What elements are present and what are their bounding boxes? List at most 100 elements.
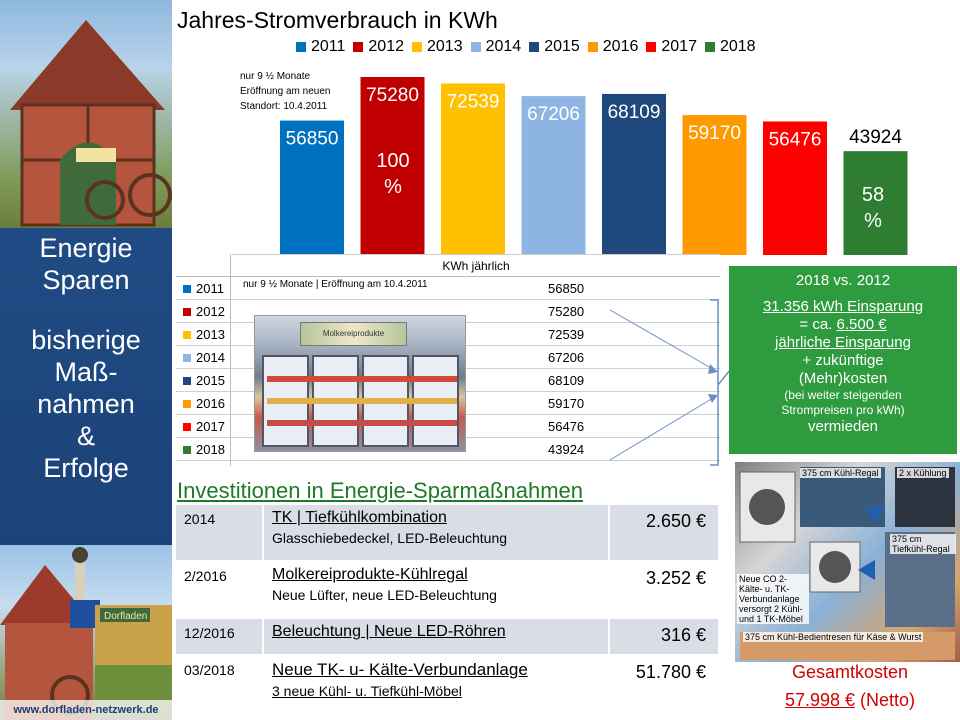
note-2011-line-2: Eröffnung am neuen <box>240 86 331 97</box>
bar-label-2014: 67206 <box>527 104 580 125</box>
table-row-swatch <box>183 377 191 385</box>
investment-title: TK | Tiefkühlkombination <box>272 509 447 526</box>
bar-2018 <box>843 151 908 255</box>
legend-swatch <box>529 42 540 52</box>
legend-label: 2012 <box>368 38 404 55</box>
investments-title: Investitionen in Energie-Sparmaßnahmen <box>177 478 584 503</box>
table-row-year: 2011 <box>196 281 224 296</box>
comparison-annual-savings: jährliche Einsparung <box>775 334 911 351</box>
table-row-value: 56850 <box>548 281 585 296</box>
table-row-year: 2017 <box>196 419 225 434</box>
bar-2015 <box>602 93 666 255</box>
pct-2018-sign: % <box>864 210 882 232</box>
legend-item-2014: 2014 <box>470 38 521 56</box>
fridge-shelves <box>262 355 459 447</box>
chart-title: Jahres-Stromverbrauch in KWh <box>177 7 498 33</box>
table-rule <box>176 276 720 277</box>
investment-cost: 2.650 € <box>645 511 706 531</box>
total-suffix: (Netto) <box>855 690 916 710</box>
legend-item-2017: 2017 <box>646 38 697 56</box>
legend-swatch <box>704 42 715 52</box>
table-row-swatch <box>183 308 191 316</box>
sidebar-subtitle-line-4: & <box>76 421 95 451</box>
table-row-swatch <box>183 400 191 408</box>
comparison-title: 2018 vs. 2012 <box>795 272 891 289</box>
pct-2018: 58 % <box>841 182 905 234</box>
table-row-year: 2015 <box>196 373 225 388</box>
legend-item-2012: 2012 <box>353 38 404 56</box>
sidebar-title-line-2: Sparen <box>42 265 130 295</box>
legend-label: 2017 <box>661 38 697 55</box>
table-row-year: 2014 <box>196 350 225 365</box>
table-row-swatch <box>183 446 191 454</box>
investment-title: Neue TK- u- Kälte-Verbundanlage <box>272 660 528 679</box>
table-row: 2018 43924 <box>176 438 720 461</box>
total-cost: 57.998 € (Netto) <box>740 690 960 711</box>
total-label: Gesamtkosten <box>791 662 909 682</box>
bar-label-2013: 72539 <box>447 91 500 112</box>
store-front-illustration: Dorfladen <box>0 547 172 720</box>
investment-year: 03/2018 <box>184 662 235 678</box>
table-row-swatch <box>183 285 191 293</box>
column-divider <box>262 619 264 654</box>
house-illustration <box>10 20 172 227</box>
legend-item-2018: 2018 <box>704 38 756 56</box>
website-url[interactable]: www.dorfladen-netzwerk.de <box>0 700 172 720</box>
note-2011-line-3: Standort: 10.4.2011 <box>240 101 328 112</box>
chart-legend: 2011 2012 2013 2014 2015 2016 2017 2018 <box>296 38 764 56</box>
investment-cost: 316 € <box>660 625 706 645</box>
bar-label-2015: 68109 <box>608 102 661 123</box>
pct-2012: 100 % <box>361 148 425 200</box>
investment-description: Beleuchtung | Neue LED-Röhren <box>272 623 506 641</box>
table-row-value: 68109 <box>548 373 585 388</box>
comparison-savings-kwh: 31.356 kWh Einsparung <box>762 298 924 315</box>
investment-year: 2/2016 <box>184 568 227 584</box>
comparison-savings-euro: = ca. 6.500 € <box>729 316 957 334</box>
investment-row: 03/2018 Neue TK- u- Kälte-Verbundanlage 3 … <box>176 656 718 718</box>
total-value: 57.998 € <box>784 690 856 710</box>
legend-label: 2011 <box>311 38 346 55</box>
table-row-value: 75280 <box>548 304 585 319</box>
table-row-value: 67206 <box>548 350 585 365</box>
bar-label-2018: 43924 <box>849 127 902 148</box>
column-divider <box>262 505 264 560</box>
investment-row: 2014 TK | Tiefkühlkombination Glasschiebed… <box>176 505 718 560</box>
sidebar-subtitle-line-1: bisherige <box>31 325 141 355</box>
investment-year: 2014 <box>184 511 216 527</box>
investment-year: 12/2016 <box>184 625 235 641</box>
legend-label: 2013 <box>427 38 463 55</box>
bar-label-2011: 56850 <box>286 129 339 150</box>
legend-item-2011: 2011 <box>296 38 345 56</box>
investment-title: Beleuchtung | Neue LED-Röhren <box>272 623 506 640</box>
table-header: KWh jährlich <box>232 254 720 277</box>
investment-cost: 51.780 € <box>635 662 706 682</box>
legend-swatch <box>412 42 422 52</box>
bar-label-2012: 75280 <box>366 85 419 106</box>
bar-label-2017: 56476 <box>769 129 822 150</box>
investment-description: Neue TK- u- Kälte-Verbundanlage 3 neue Kü… <box>272 660 528 699</box>
comparison-future-line: + zukünftige <box>802 352 884 369</box>
table-row: 2011 56850 <box>176 277 720 300</box>
comparison-savings-prefix: = ca. <box>799 316 837 333</box>
arrow-lines <box>609 309 719 461</box>
legend-label: 2016 <box>602 38 639 55</box>
column-divider <box>608 656 610 718</box>
store-photo-top <box>0 0 172 228</box>
comparison-savings-value: 6.500 € <box>836 316 887 333</box>
investment-row: 2/2016 Molkereiprodukte-Kühlregal Neue Lüf… <box>176 562 718 617</box>
table-row-value: 43924 <box>548 442 585 457</box>
bar-2012 <box>360 77 425 255</box>
legend-label: 2018 <box>719 38 756 55</box>
column-divider <box>262 656 264 718</box>
investment-details: Neue Lüfter, neue LED-Beleuchtung <box>272 587 497 603</box>
sidebar-subtitle-line-2: Maß- <box>54 357 118 387</box>
pct-2018-number: 58 <box>861 184 885 206</box>
table-row-value: 72539 <box>548 327 585 342</box>
legend-swatch <box>470 42 481 52</box>
legend-label: 2015 <box>544 38 580 55</box>
pct-2012-sign: % <box>384 176 402 198</box>
investment-cost: 3.252 € <box>645 568 706 588</box>
table-row-year: 2013 <box>196 327 225 342</box>
note-2011-line-1: nur 9 ½ Monate <box>240 71 311 82</box>
comparison-box: 2018 vs. 2012 31.356 kWh Einsparung = ca… <box>729 266 957 454</box>
